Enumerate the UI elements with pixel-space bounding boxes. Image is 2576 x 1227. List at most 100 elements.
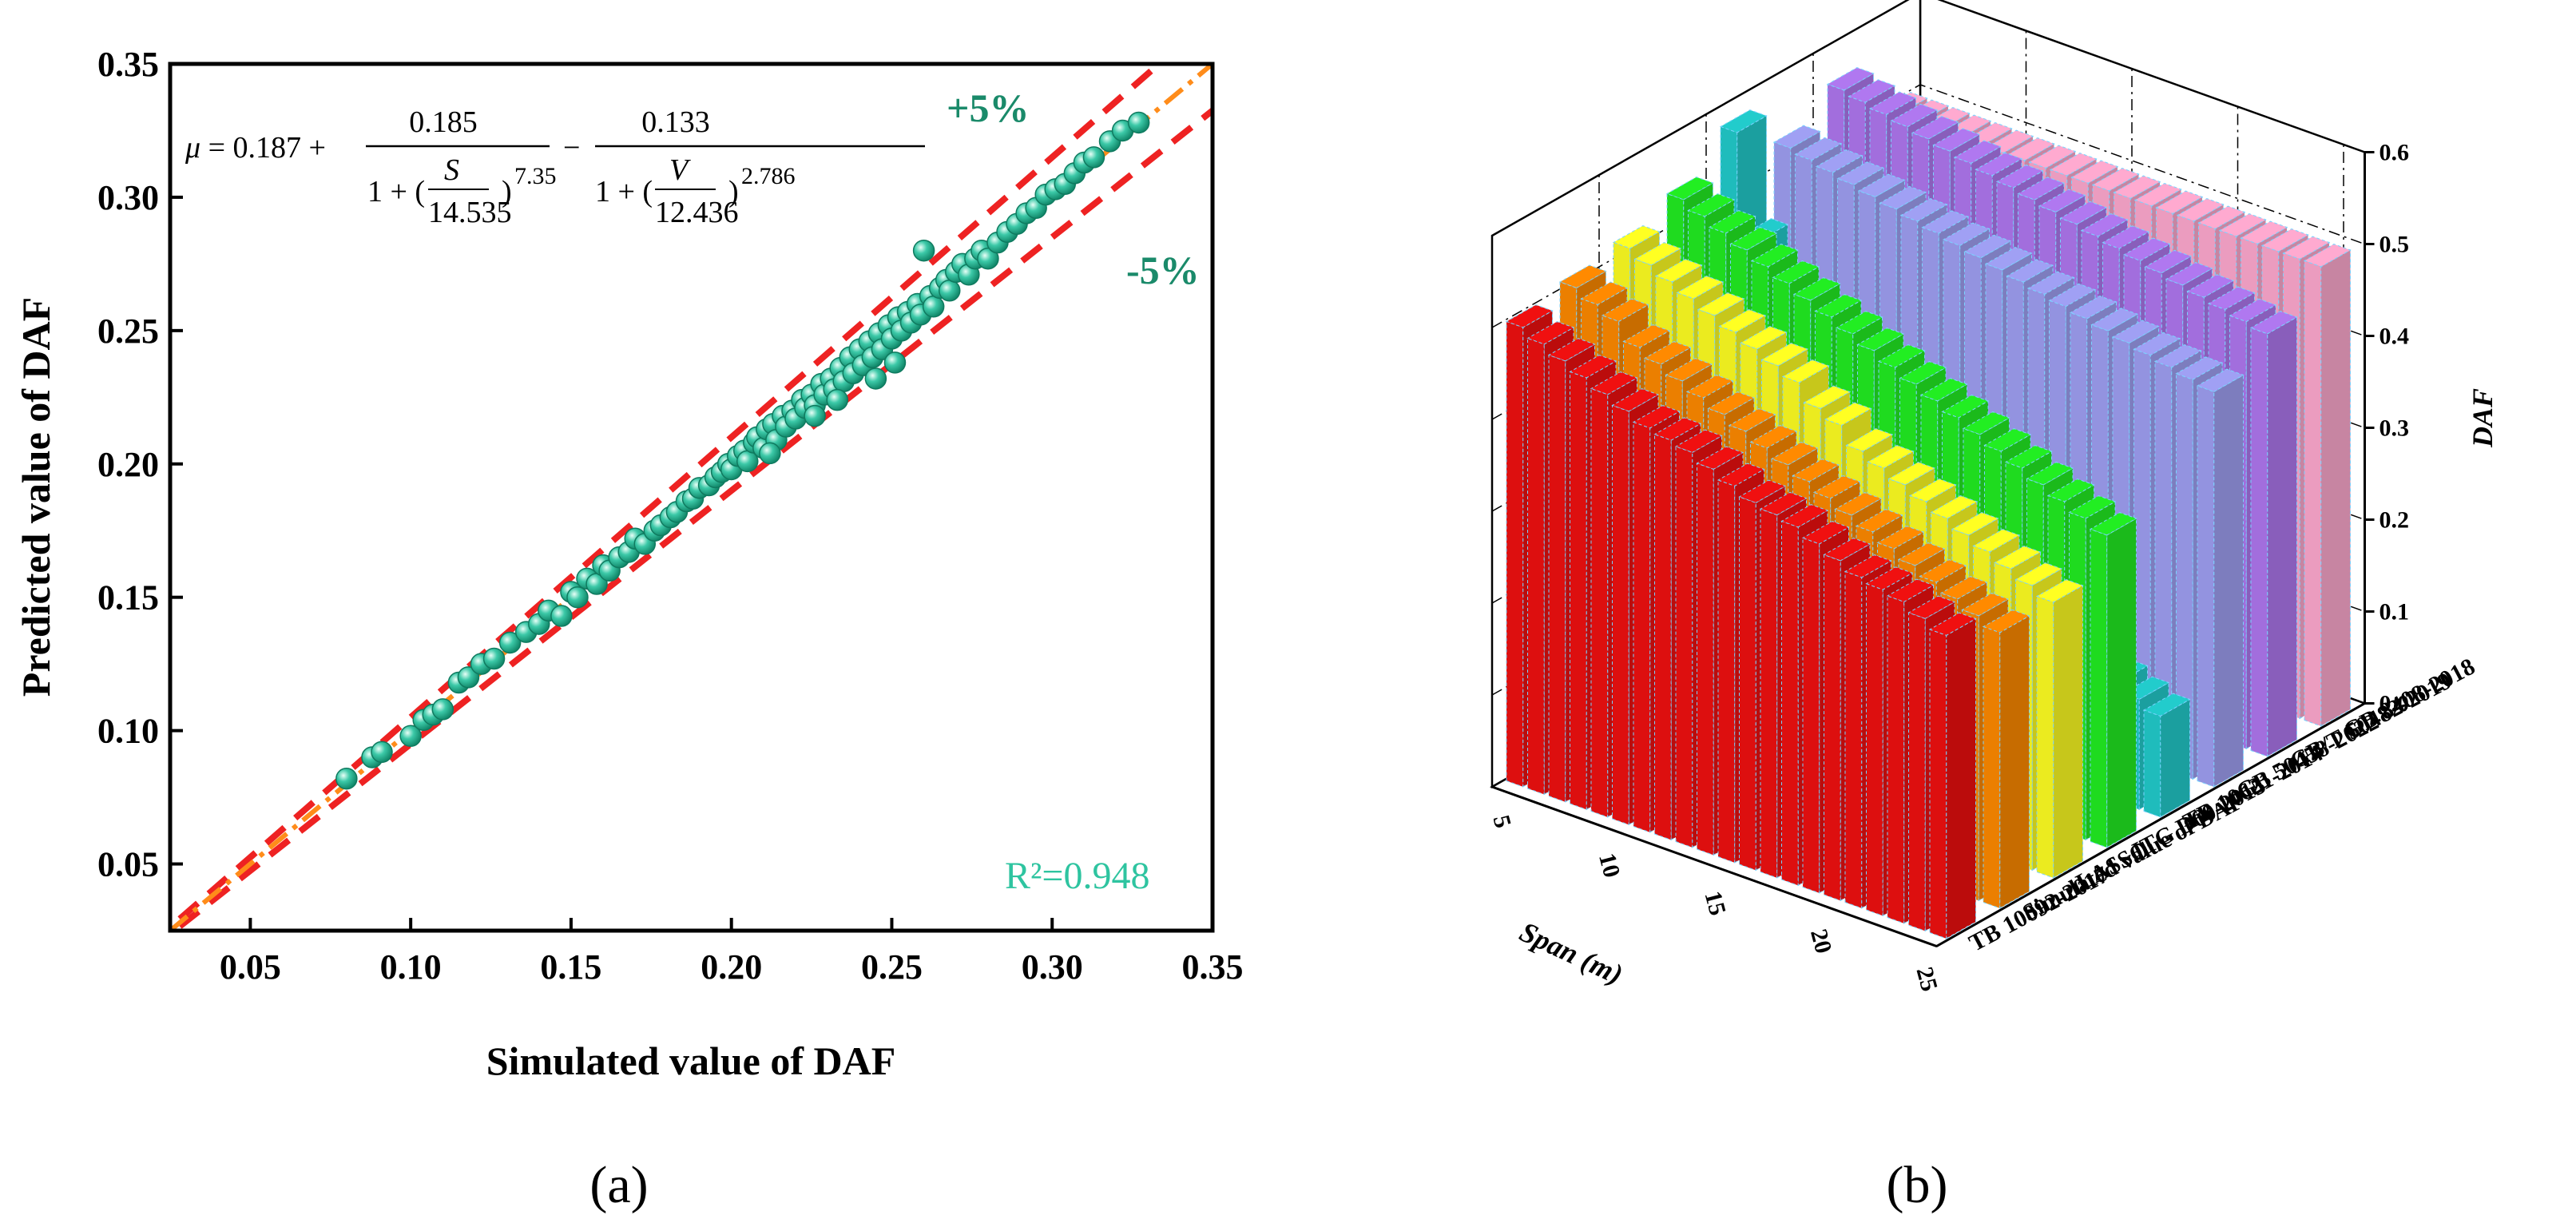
eq-term1-den-prefix: 1 + (: [367, 175, 425, 208]
bar-front: [2090, 528, 2108, 848]
bar-top: [1738, 479, 1787, 503]
x-tick-label: 0.30: [1022, 947, 1083, 987]
eq-lhs: μ: [185, 131, 200, 165]
data-point: [759, 442, 781, 465]
bar-top: [1676, 276, 1725, 300]
x-tick-label: 0.05: [220, 947, 281, 987]
eq-term1-exp: 7.35: [514, 163, 557, 189]
bar-front: [1653, 434, 1672, 841]
eq-term2-den-prefix: 1 + (: [595, 175, 653, 208]
bar-front: [1823, 554, 1841, 902]
bar-front: [1738, 496, 1756, 872]
band-upper-line: [177, 61, 1161, 922]
bar-front: [1611, 404, 1629, 826]
bar-side: [2213, 374, 2245, 788]
data-point: [938, 280, 961, 302]
eq-term2-var: V: [669, 153, 691, 187]
x-tick-label: 0.15: [540, 947, 601, 987]
bar-top: [1835, 311, 1883, 335]
eq-const: = 0.187 +: [208, 131, 326, 165]
bar-top: [1834, 492, 1883, 516]
caption-a: (a): [589, 1156, 648, 1214]
bar-top: [1812, 475, 1861, 499]
daf-axis-label: DAF: [2467, 388, 2499, 448]
bar-front: [1887, 595, 1905, 924]
x-tick-label: 0.35: [1182, 947, 1244, 987]
y-tick-label: 0.20: [97, 445, 159, 484]
x-tick-label: 0.20: [701, 947, 762, 987]
scatter-chart-panel-a: 0.05 0.10 0.15 0.20 0.25 0.30 0.35 0.05 0.10 0.15…: [14, 45, 1244, 1214]
data-point: [431, 698, 454, 721]
grid-line: [1491, 0, 2365, 236]
data-point: [335, 767, 358, 790]
bar-side: [1999, 615, 2030, 909]
bar-top: [1801, 521, 1850, 545]
data-point: [1127, 111, 1150, 134]
daf-tick-label: 0.2: [2380, 507, 2410, 534]
daf-tick-label: 0.3: [2380, 415, 2410, 442]
data-point: [550, 605, 573, 627]
bar-front: [1506, 320, 1524, 788]
bar-top: [1772, 260, 1820, 284]
bar-top: [1739, 326, 1788, 350]
data-point: [883, 351, 907, 374]
bar-top: [1899, 361, 1947, 385]
bar-top: [1674, 429, 1723, 453]
x-tick-label: 0.10: [380, 947, 442, 987]
band-lower-line: [177, 108, 1215, 929]
span-tick-label: 10: [1594, 851, 1625, 881]
fit-equation: μ = 0.187 + 0.185 1 + ( S 14.535 ) 7.35 …: [185, 105, 925, 229]
bar-top: [1612, 225, 1661, 249]
band-upper-label: +5%: [947, 85, 1030, 130]
bar-top: [2017, 177, 2066, 201]
bar-top: [1633, 242, 1682, 266]
bar-top: [1993, 546, 2042, 570]
bar-top: [1823, 538, 1871, 562]
bar-top: [1708, 210, 1756, 234]
bar-side: [2160, 698, 2191, 818]
bar-top: [2048, 283, 2097, 308]
data-point: [371, 741, 393, 764]
bar-front: [1675, 446, 1693, 848]
daf-tick-label: 0.1: [2380, 599, 2410, 625]
bar-front: [1548, 354, 1566, 803]
daf-tick-label: 0.4: [2380, 324, 2410, 350]
bar-front: [1569, 371, 1587, 811]
bar-top: [1942, 222, 1991, 246]
bar-top: [1887, 462, 1936, 486]
bar-top: [2122, 237, 2171, 261]
bar-top: [1665, 177, 1714, 201]
bar-front: [1780, 520, 1799, 887]
bar-top: [1911, 116, 1959, 140]
y-tick-label: 0.05: [97, 845, 159, 884]
bar-front: [1760, 508, 1778, 879]
bar-top: [2090, 308, 2139, 332]
bar-top: [1886, 578, 1935, 602]
plot-frame: [168, 62, 1215, 933]
bar-top: [2068, 495, 2117, 519]
data-point: [566, 586, 589, 609]
bar-side: [2053, 585, 2084, 879]
bar-top: [1770, 442, 1819, 466]
bar-side: [1946, 617, 1977, 939]
axis-ticks: 0.05 0.10 0.15 0.20 0.25 0.30 0.35 0.05 0.10 0.15…: [97, 45, 1244, 987]
bar-front: [1865, 583, 1883, 917]
bar-top: [2026, 462, 2074, 486]
bar-top: [1876, 526, 1925, 550]
bar-side: [2320, 249, 2352, 727]
scatter-plot-area: [169, 61, 1215, 933]
data-point: [482, 647, 506, 670]
bar-front: [2304, 260, 2322, 727]
data-point: [977, 247, 999, 270]
y-tick-label: 0.25: [97, 312, 159, 351]
bar-top: [2004, 445, 2053, 469]
eq-term1-div: 14.535: [428, 196, 512, 229]
y-tick-label: 0.35: [97, 45, 159, 84]
bar-top: [1558, 264, 1607, 288]
data-point: [912, 239, 935, 262]
bar-front: [1907, 612, 1926, 932]
daf-tick-label: 0.6: [2380, 140, 2410, 166]
data-point: [498, 631, 522, 654]
span-tick-label: 5: [1487, 812, 1516, 831]
